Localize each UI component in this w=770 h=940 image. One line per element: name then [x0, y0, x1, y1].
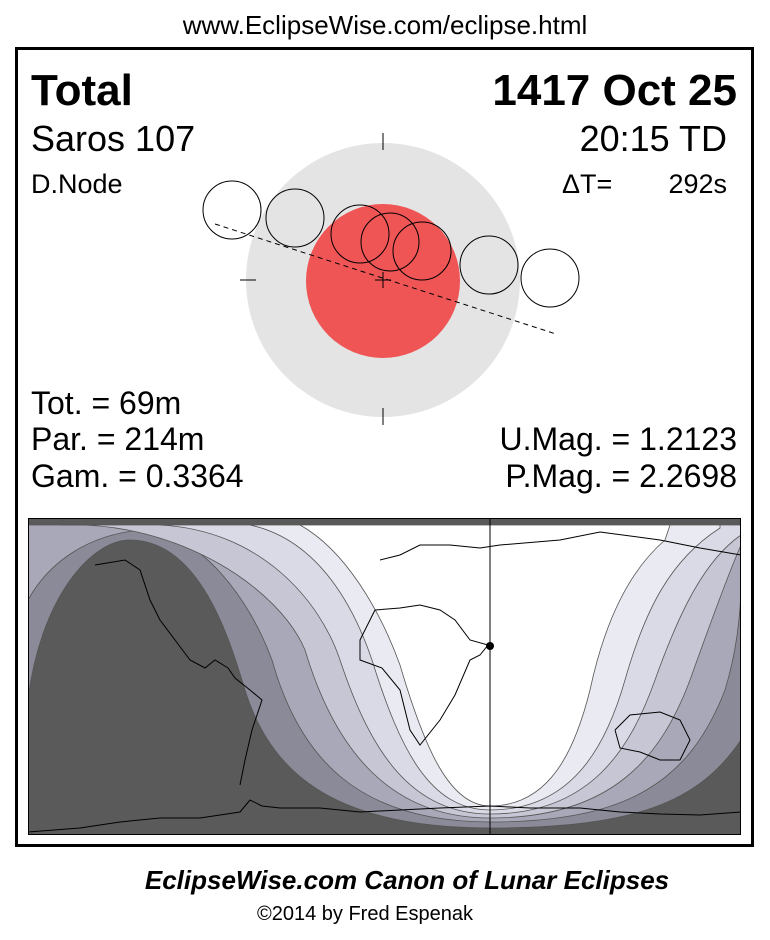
coastline-africa-eurasia [379, 531, 741, 561]
moon-u3 [392, 221, 452, 281]
moon-u4 [459, 235, 519, 295]
penumbral-magnitude: P.Mag. = 2.2698 [505, 458, 737, 494]
saros: Saros 107 [31, 118, 195, 159]
gamma: Gam. = 0.3364 [31, 458, 244, 494]
greatest-eclipse-point [486, 642, 494, 650]
node: D.Node [31, 169, 123, 199]
moon-path-line [214, 223, 557, 335]
moon-u1 [265, 188, 325, 248]
coastline-australia [614, 711, 691, 761]
delta-t-value: 292s [668, 169, 727, 199]
moon-p4 [520, 248, 580, 308]
footer-title: EclipseWise.com Canon of Lunar Eclipses [145, 865, 669, 895]
moon-positions [202, 180, 580, 308]
delta-t-label: ΔT= [562, 169, 612, 199]
visibility-map [28, 518, 741, 835]
coastline-antarctica [28, 799, 741, 833]
coastline-africa [359, 604, 489, 746]
eclipse-type: Total [31, 66, 133, 115]
partial-duration: Par. = 214m [31, 421, 204, 457]
axis-ticks [240, 133, 391, 425]
moon-greatest [360, 212, 420, 272]
header-url: www.EclipseWise.com/eclipse.html [182, 10, 588, 40]
moon-u2 [330, 204, 390, 264]
moon-p1 [202, 180, 262, 240]
map-frame [28, 518, 741, 835]
umbral-magnitude: U.Mag. = 1.2123 [500, 421, 737, 457]
eclipse-date: 1417 Oct 25 [492, 66, 737, 115]
eclipse-time: 20:15 TD [580, 118, 727, 159]
footer-copyright: ©2014 by Fred Espenak [257, 903, 474, 925]
totality-duration: Tot. = 69m [31, 385, 181, 421]
coastline-americas [94, 559, 263, 786]
eclipse-diagram [202, 133, 580, 425]
